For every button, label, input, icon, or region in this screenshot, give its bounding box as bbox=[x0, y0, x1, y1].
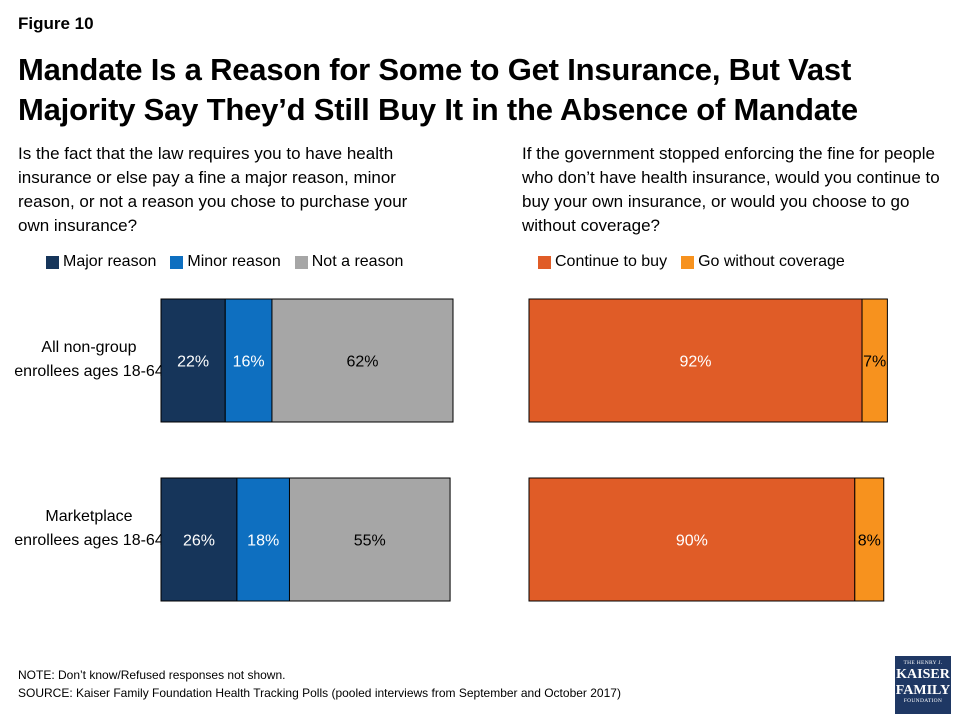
legend-label: Major reason bbox=[63, 253, 157, 270]
legend-swatch bbox=[294, 255, 308, 269]
chart-title-line-2: Majority Say They’d Still Buy It in the … bbox=[18, 92, 858, 127]
data-label-minor-reason-row-2: 18% bbox=[247, 533, 279, 550]
kff-logo: THE HENRY J. KAISER FAMILY FOUNDATION bbox=[895, 656, 951, 714]
bar-continue-to-buy-row-2 bbox=[528, 477, 856, 602]
left-question: Is the fact that the law requires you to… bbox=[18, 144, 408, 235]
bar-not-a-reason-row-2 bbox=[288, 477, 451, 602]
legend-label: Go without coverage bbox=[698, 253, 845, 270]
bar-go-without-coverage-row-1 bbox=[861, 298, 888, 423]
data-label-continue-to-buy-row-2: 90% bbox=[676, 533, 708, 550]
bar-minor-reason-row-1 bbox=[224, 298, 273, 423]
chart-title-line-1: Mandate Is a Reason for Some to Get Insu… bbox=[18, 52, 852, 87]
logo-line-2b: FAMILY bbox=[895, 683, 951, 698]
bar-minor-reason-row-2 bbox=[236, 477, 290, 602]
data-label-not-a-reason-row-1: 62% bbox=[346, 354, 378, 371]
row-label-all-non-group: All non-group enrollees ages 18-64 bbox=[14, 339, 164, 380]
logo-line-2a: KAISER bbox=[896, 667, 950, 682]
legend-item-not-a-reason: Not a reason bbox=[294, 253, 404, 271]
data-label-go-without-coverage-row-1: 7% bbox=[863, 354, 886, 371]
chart-title: Mandate Is a Reason for Some to Get Insu… bbox=[18, 50, 948, 130]
logo-line-3: FOUNDATION bbox=[903, 698, 943, 704]
legend-swatch bbox=[46, 255, 59, 269]
data-label-go-without-coverage-row-2: 8% bbox=[858, 533, 881, 550]
legend-item-major-reason: Major reason bbox=[46, 253, 156, 271]
left-legend: Major reason Minor reason Not a reason bbox=[46, 253, 417, 271]
data-label-continue-to-buy-row-1: 92% bbox=[680, 354, 712, 371]
legend-item-go-without-coverage: Go without coverage bbox=[681, 253, 845, 271]
legend-swatch bbox=[681, 255, 695, 269]
note-text: NOTE: Don’t know/Refused responses not s… bbox=[18, 668, 286, 682]
legend-swatch bbox=[170, 255, 184, 269]
data-label-major-reason-row-2: 26% bbox=[183, 533, 215, 550]
source-text: SOURCE: Kaiser Family Foundation Health … bbox=[18, 686, 621, 700]
bar-continue-to-buy-row-1 bbox=[528, 298, 863, 423]
data-label-major-reason-row-1: 22% bbox=[177, 354, 209, 371]
data-label-minor-reason-row-1: 16% bbox=[233, 354, 265, 371]
legend-item-minor-reason: Minor reason bbox=[170, 253, 281, 271]
row-label-marketplace: Marketplace enrollees ages 18-64 bbox=[14, 508, 164, 549]
legend-item-continue-to-buy: Continue to buy bbox=[538, 253, 667, 271]
bar-major-reason-row-1 bbox=[160, 298, 226, 423]
legend-label: Continue to buy bbox=[555, 253, 668, 270]
legend-label: Minor reason bbox=[187, 253, 281, 270]
legend-label: Not a reason bbox=[311, 253, 404, 270]
right-question: If the government stopped enforcing the … bbox=[522, 144, 940, 235]
figure-label: Figure 10 bbox=[18, 14, 94, 33]
bar-major-reason-row-2 bbox=[160, 477, 238, 602]
data-label-not-a-reason-row-2: 55% bbox=[354, 533, 386, 550]
bar-not-a-reason-row-1 bbox=[271, 298, 454, 423]
bar-go-without-coverage-row-2 bbox=[854, 477, 885, 602]
legend-swatch bbox=[538, 255, 551, 269]
right-legend: Continue to buy Go without coverage bbox=[538, 253, 859, 271]
logo-line-1: THE HENRY J. bbox=[903, 660, 943, 666]
